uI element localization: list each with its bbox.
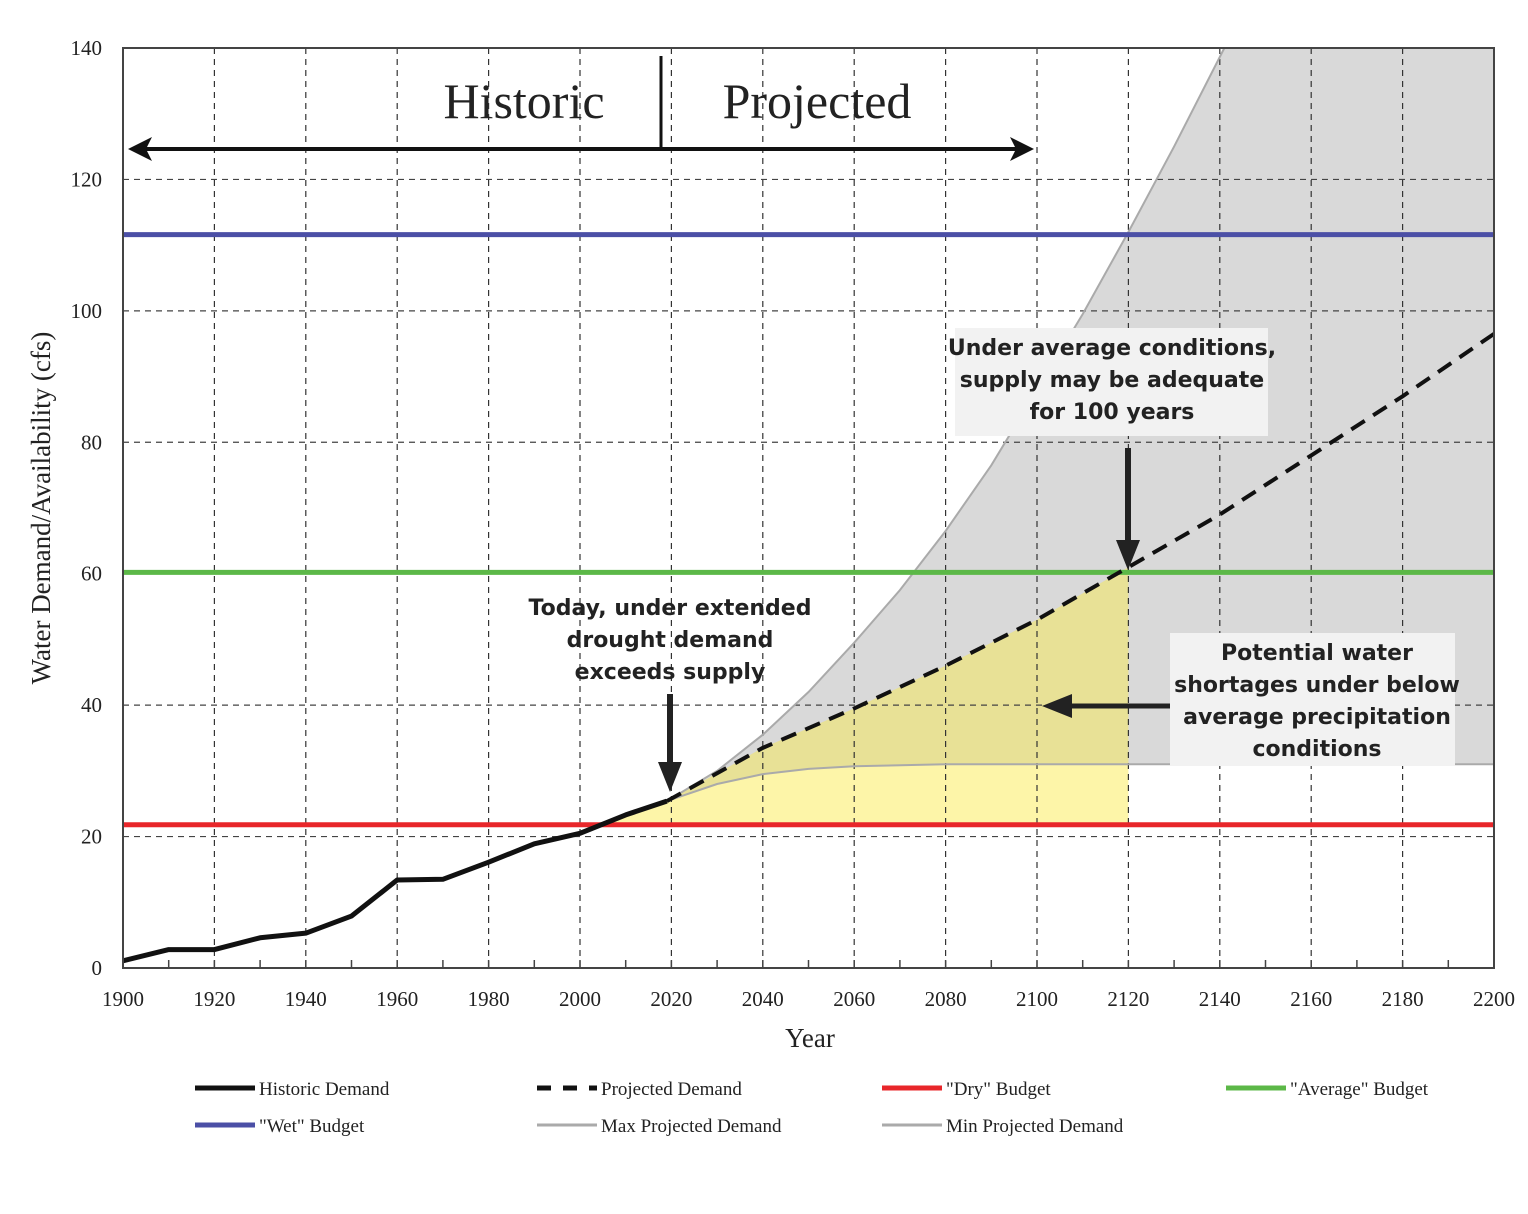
shortage-annotation: average precipitation: [1183, 705, 1451, 730]
today-annotation: exceeds supply: [575, 660, 766, 685]
today-annotation: Today, under extended: [529, 596, 812, 621]
x-tick-label: 2080: [925, 987, 967, 1011]
x-tick-label: 2120: [1107, 987, 1149, 1011]
shortage-annotation: conditions: [1252, 737, 1381, 762]
projected-label: Projected: [723, 73, 912, 129]
legend-label: Min Projected Demand: [946, 1116, 1124, 1137]
y-tick-label: 80: [81, 430, 102, 454]
y-tick-label: 140: [71, 36, 103, 60]
legend-label: Historic Demand: [259, 1079, 390, 1100]
shortage-annotation: Potential water: [1221, 641, 1413, 666]
legend-label: "Average" Budget: [1290, 1079, 1429, 1100]
shortage-annotation: shortages under below: [1174, 673, 1460, 698]
projected-demand-line: [665, 332, 1496, 803]
x-tick-label: 2100: [1016, 987, 1058, 1011]
average-annotation: Under average conditions,: [948, 336, 1276, 361]
x-tick-label: 2040: [742, 987, 784, 1011]
min-projected-demand-line: [666, 763, 1494, 803]
average-callout-box: [955, 328, 1268, 436]
arrow-right-head: [1010, 137, 1034, 161]
y-tick-label: 20: [81, 825, 102, 849]
x-tick-label: 2160: [1290, 987, 1332, 1011]
x-tick-label: 1920: [193, 987, 235, 1011]
legend-label: Projected Demand: [601, 1079, 742, 1100]
x-tick-label: 1900: [102, 987, 144, 1011]
today-arrow-head: [658, 762, 682, 792]
shortage-callout-box: [1170, 633, 1455, 766]
x-tick-label: 2200: [1473, 987, 1515, 1011]
y-tick-label: 100: [71, 299, 103, 323]
historic-demand-line: [122, 798, 668, 964]
x-tick-label: 1980: [468, 987, 510, 1011]
y-axis-label: Water Demand/Availability (cfs): [26, 332, 56, 685]
arrow-left-head: [128, 137, 152, 161]
x-tick-label: 2000: [559, 987, 601, 1011]
average-annotation: supply may be adequate: [960, 368, 1264, 393]
average-annotation: for 100 years: [1030, 400, 1195, 425]
average-arrow-head: [1116, 540, 1140, 570]
x-tick-label: 2060: [833, 987, 875, 1011]
shortage-arrow-head: [1042, 694, 1072, 718]
y-tick-label: 120: [71, 167, 103, 191]
y-tick-label: 60: [81, 562, 102, 586]
x-tick-label: 2020: [650, 987, 692, 1011]
shortage-fill-lower: [607, 764, 1129, 825]
today-annotation: drought demand: [567, 628, 774, 653]
historic-label: Historic: [443, 73, 604, 129]
y-tick-label: 0: [92, 956, 103, 980]
x-tick-label: 1960: [376, 987, 418, 1011]
legend-label: Max Projected Demand: [601, 1116, 782, 1137]
legend-label: "Wet" Budget: [259, 1116, 365, 1137]
shortage-fill-upper: [666, 567, 1129, 802]
max-projected-demand-line: [666, 47, 1226, 802]
x-tick-label: 1940: [285, 987, 327, 1011]
legend-label: "Dry" Budget: [946, 1079, 1051, 1100]
x-tick-label: 2180: [1382, 987, 1424, 1011]
y-tick-label: 40: [81, 693, 102, 717]
x-axis-label: Year: [785, 1023, 835, 1053]
x-tick-label: 2140: [1199, 987, 1241, 1011]
